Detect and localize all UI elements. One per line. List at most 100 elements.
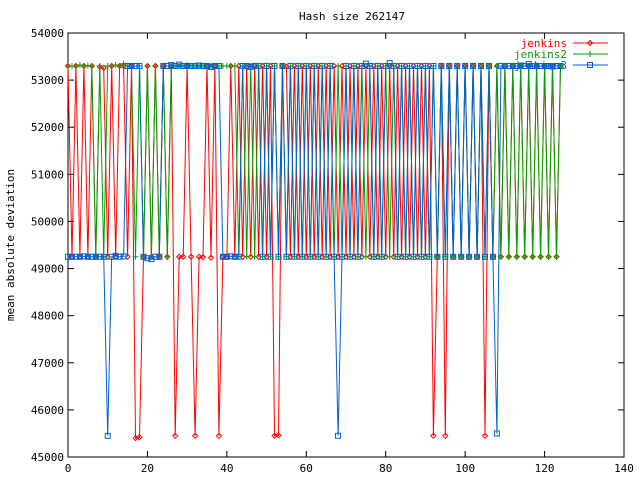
data-point bbox=[462, 62, 469, 69]
data-point bbox=[303, 62, 310, 69]
data-point bbox=[454, 62, 461, 69]
data-point bbox=[255, 62, 262, 69]
data-point bbox=[586, 39, 594, 47]
data-point bbox=[489, 253, 496, 260]
data-point bbox=[307, 253, 314, 260]
data-point bbox=[76, 253, 83, 260]
data-point bbox=[587, 62, 593, 68]
data-point bbox=[541, 62, 548, 69]
data-point bbox=[366, 62, 373, 69]
data-point bbox=[215, 432, 223, 440]
data-point bbox=[430, 62, 437, 69]
data-point bbox=[275, 432, 282, 439]
data-point bbox=[426, 253, 433, 260]
data-point bbox=[96, 253, 103, 260]
data-point bbox=[549, 63, 556, 70]
data-point bbox=[478, 62, 485, 69]
data-point bbox=[116, 62, 123, 69]
data-point bbox=[533, 62, 540, 69]
x-tick-label: 100 bbox=[455, 462, 475, 475]
chart-title: Hash size 262147 bbox=[299, 10, 405, 23]
data-point bbox=[458, 253, 465, 260]
data-point bbox=[211, 62, 218, 69]
data-point bbox=[108, 62, 115, 69]
data-point bbox=[331, 253, 338, 260]
data-point bbox=[390, 62, 397, 69]
data-point bbox=[545, 62, 552, 69]
data-point bbox=[160, 62, 167, 69]
data-point bbox=[204, 62, 210, 69]
data-point bbox=[80, 253, 87, 260]
data-point bbox=[223, 253, 230, 260]
y-tick-label: 52000 bbox=[31, 121, 64, 134]
data-point bbox=[112, 252, 119, 259]
data-point bbox=[335, 432, 342, 439]
data-point bbox=[299, 253, 306, 260]
data-point bbox=[227, 253, 234, 260]
data-point bbox=[180, 62, 187, 69]
data-point bbox=[207, 254, 215, 261]
data-point bbox=[235, 253, 242, 260]
data-point bbox=[553, 62, 560, 69]
data-point bbox=[251, 62, 258, 69]
legend-label: jenkins bbox=[521, 37, 567, 50]
data-point bbox=[323, 253, 330, 260]
data-point bbox=[474, 253, 481, 260]
data-point bbox=[481, 432, 489, 440]
data-point bbox=[466, 253, 473, 260]
data-point bbox=[505, 62, 512, 69]
data-point bbox=[116, 253, 123, 260]
y-tick-label: 45000 bbox=[31, 451, 64, 464]
data-point bbox=[72, 253, 79, 260]
data-point bbox=[247, 63, 254, 70]
data-point bbox=[200, 62, 207, 69]
plot-area bbox=[64, 60, 564, 442]
data-point bbox=[311, 62, 318, 69]
data-point bbox=[287, 62, 294, 69]
data-point bbox=[394, 253, 401, 260]
data-point bbox=[354, 253, 361, 260]
data-point bbox=[362, 253, 369, 260]
data-point bbox=[195, 253, 203, 260]
data-point bbox=[184, 62, 191, 69]
data-point bbox=[100, 64, 107, 72]
x-tick-label: 20 bbox=[141, 462, 154, 475]
data-point bbox=[112, 62, 119, 69]
data-point bbox=[164, 62, 171, 69]
data-point bbox=[199, 254, 207, 261]
data-point bbox=[485, 62, 492, 69]
data-point bbox=[207, 63, 214, 70]
x-tick-label: 0 bbox=[65, 462, 72, 475]
data-point bbox=[513, 253, 520, 260]
data-point bbox=[279, 62, 286, 69]
data-point bbox=[537, 62, 544, 69]
data-point bbox=[168, 62, 175, 69]
y-tick-label: 50000 bbox=[31, 215, 64, 228]
data-point bbox=[231, 62, 238, 69]
data-point bbox=[172, 62, 179, 69]
data-point bbox=[378, 253, 385, 260]
data-point bbox=[188, 62, 195, 69]
data-point bbox=[335, 62, 342, 69]
data-point bbox=[493, 430, 500, 437]
data-point bbox=[482, 253, 488, 260]
y-axis-label: mean absolute deviation bbox=[4, 169, 17, 321]
plot-frame bbox=[67, 32, 625, 458]
data-point bbox=[196, 62, 203, 69]
data-point bbox=[92, 253, 99, 260]
data-point bbox=[537, 253, 544, 260]
data-point bbox=[410, 253, 417, 260]
data-point bbox=[414, 62, 421, 69]
data-point bbox=[192, 62, 199, 69]
data-point bbox=[339, 253, 346, 260]
data-point bbox=[509, 62, 516, 69]
data-point bbox=[553, 253, 560, 260]
data-point bbox=[430, 432, 437, 440]
x-tick-label: 60 bbox=[300, 462, 313, 475]
data-point bbox=[291, 253, 298, 260]
x-tick-label: 40 bbox=[220, 462, 233, 475]
data-point bbox=[402, 253, 409, 260]
data-point bbox=[370, 253, 377, 260]
